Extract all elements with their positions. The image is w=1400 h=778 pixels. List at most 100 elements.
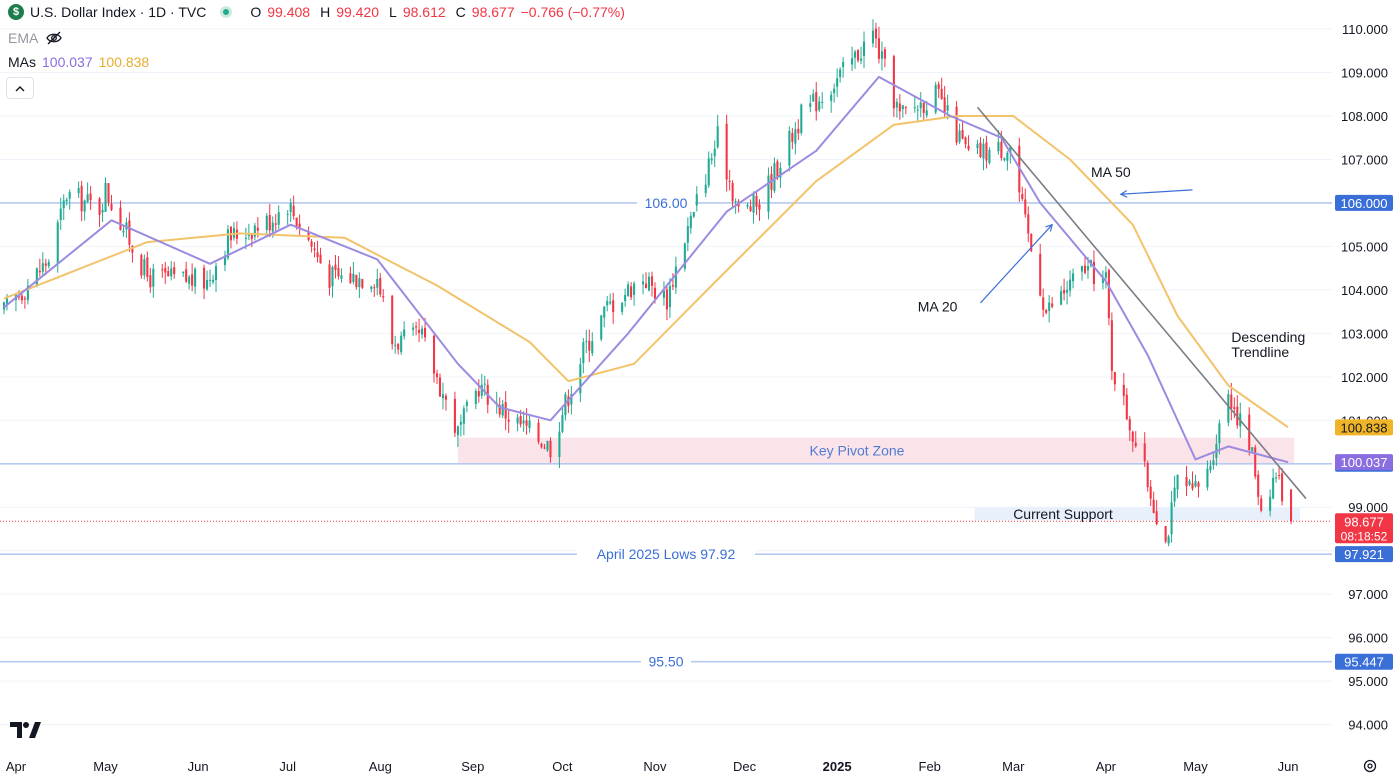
candle-up[interactable] — [456, 426, 459, 436]
candle-down[interactable] — [725, 123, 728, 180]
candle-down[interactable] — [191, 274, 194, 286]
candle-up[interactable] — [352, 273, 355, 283]
candle-up[interactable] — [47, 261, 50, 267]
collapse-legend-button[interactable] — [6, 77, 34, 99]
candle-up[interactable] — [1072, 273, 1075, 282]
candle-up[interactable] — [997, 141, 1000, 152]
candle-up[interactable] — [558, 431, 561, 457]
candle-down[interactable] — [415, 326, 418, 328]
candle-down[interactable] — [728, 180, 731, 182]
candle-up[interactable] — [211, 279, 215, 282]
candle-down[interactable] — [755, 195, 758, 207]
candle-up[interactable] — [188, 276, 191, 284]
candle-down[interactable] — [1030, 233, 1033, 252]
candle-up[interactable] — [400, 335, 403, 353]
candle-up[interactable] — [101, 209, 104, 213]
candle-up[interactable] — [582, 342, 585, 364]
candle-up[interactable] — [695, 194, 698, 206]
candle-up[interactable] — [2, 302, 6, 310]
candle-down[interactable] — [1197, 482, 1200, 487]
candle-down[interactable] — [549, 440, 552, 458]
candle-up[interactable] — [1206, 468, 1209, 488]
candle-up[interactable] — [1218, 423, 1221, 444]
tradingview-logo-icon[interactable] — [10, 720, 42, 746]
candle-down[interactable] — [1233, 407, 1236, 410]
candle-up[interactable] — [624, 294, 627, 302]
candle-down[interactable] — [1254, 447, 1257, 477]
candle-up[interactable] — [800, 104, 803, 133]
candle-up[interactable] — [286, 214, 289, 216]
candle-down[interactable] — [140, 255, 143, 276]
candle-up[interactable] — [209, 279, 212, 281]
candle-up[interactable] — [1269, 496, 1272, 511]
candle-up[interactable] — [958, 130, 961, 142]
candle-up[interactable] — [474, 390, 477, 404]
candle-down[interactable] — [630, 286, 633, 298]
candle-up[interactable] — [331, 267, 334, 287]
candle-down[interactable] — [453, 398, 456, 433]
candle-down[interactable] — [438, 377, 442, 397]
candle-up[interactable] — [585, 341, 588, 343]
candle-up[interactable] — [710, 158, 713, 161]
candle-up[interactable] — [1086, 266, 1090, 271]
candle-down[interactable] — [17, 296, 20, 298]
candle-up[interactable] — [925, 110, 928, 116]
candle-down[interactable] — [1045, 309, 1048, 313]
candle-down[interactable] — [498, 404, 501, 415]
mas-legend[interactable]: MAs 100.037 100.838 — [8, 54, 149, 70]
candle-down[interactable] — [504, 402, 507, 419]
candle-down[interactable] — [874, 28, 878, 39]
candle-up[interactable] — [1275, 477, 1278, 479]
candle-down[interactable] — [1063, 289, 1066, 294]
candle-up[interactable] — [170, 268, 173, 277]
price-axis[interactable] — [1332, 0, 1400, 778]
candle-down[interactable] — [98, 198, 101, 215]
candle-down[interactable] — [1024, 199, 1027, 215]
candle-up[interactable] — [880, 51, 883, 59]
candle-up[interactable] — [788, 130, 791, 166]
candle-up[interactable] — [26, 285, 29, 301]
candle-down[interactable] — [89, 193, 92, 200]
candle-down[interactable] — [791, 132, 794, 142]
candle-down[interactable] — [1152, 499, 1155, 513]
candle-down[interactable] — [898, 103, 901, 112]
candle-up[interactable] — [265, 215, 268, 230]
symbol-title[interactable]: U.S. Dollar Index · 1D · TVC — [30, 4, 207, 20]
candle-down[interactable] — [185, 269, 188, 282]
candle-up[interactable] — [627, 284, 630, 296]
candle-down[interactable] — [1260, 498, 1263, 511]
candle-up[interactable] — [821, 101, 824, 103]
candle-down[interactable] — [418, 329, 421, 333]
candle-up[interactable] — [779, 167, 782, 178]
candle-up[interactable] — [41, 263, 44, 272]
candle-down[interactable] — [940, 88, 943, 100]
candle-up[interactable] — [340, 275, 343, 279]
candle-up[interactable] — [946, 105, 949, 111]
candle-down[interactable] — [1125, 394, 1128, 420]
candle-up[interactable] — [603, 306, 606, 318]
candle-up[interactable] — [606, 301, 609, 306]
candle-up[interactable] — [895, 101, 898, 108]
candle-up[interactable] — [421, 328, 424, 335]
candle-down[interactable] — [349, 273, 352, 283]
candle-down[interactable] — [164, 267, 167, 273]
candle-up[interactable] — [704, 184, 707, 194]
candle-down[interactable] — [776, 161, 779, 177]
candle-up[interactable] — [1080, 266, 1084, 272]
candle-up[interactable] — [1101, 277, 1104, 284]
candle-up[interactable] — [86, 194, 89, 202]
candle-up[interactable] — [1066, 289, 1069, 293]
candle-up[interactable] — [152, 268, 155, 287]
gear-icon[interactable] — [1362, 758, 1378, 777]
candle-down[interactable] — [1027, 214, 1030, 234]
candle-down[interactable] — [937, 84, 940, 89]
candle-down[interactable] — [1248, 414, 1251, 451]
candle-up[interactable] — [854, 51, 857, 58]
candle-down[interactable] — [1281, 473, 1284, 502]
candle-up[interactable] — [812, 93, 815, 102]
candle-up[interactable] — [62, 200, 65, 209]
candle-down[interactable] — [355, 274, 358, 288]
candle-down[interactable] — [985, 142, 988, 161]
candle-down[interactable] — [397, 343, 400, 350]
